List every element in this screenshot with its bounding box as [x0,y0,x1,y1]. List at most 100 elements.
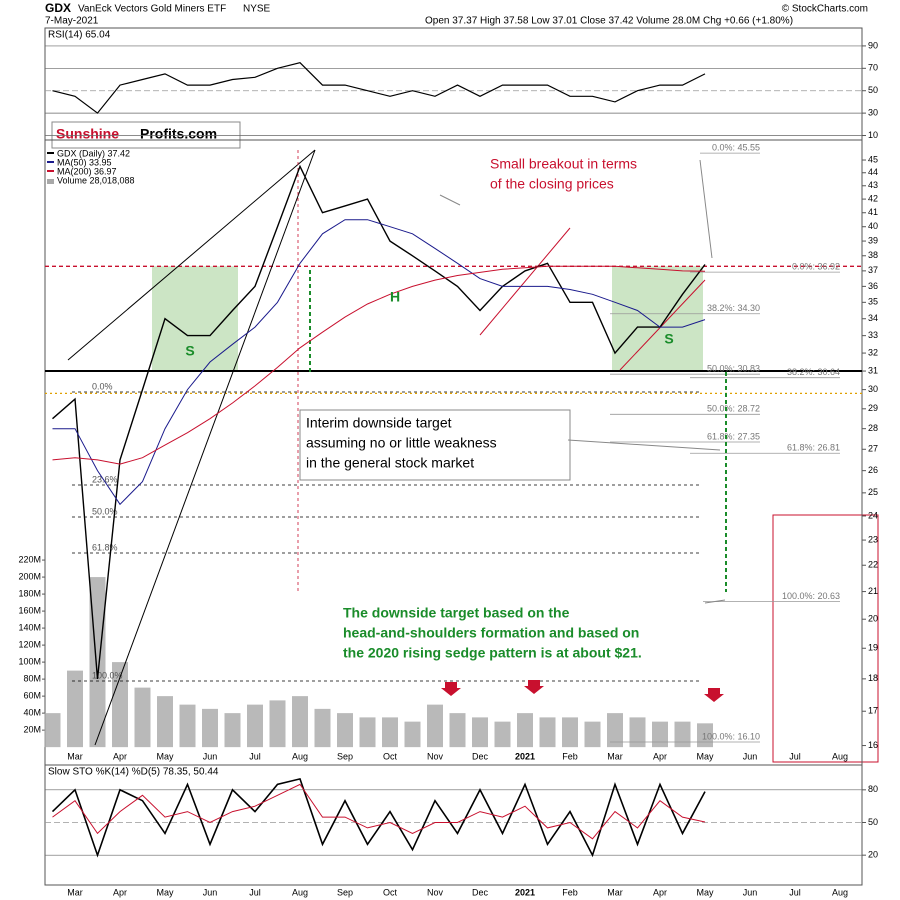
legend-entry: MA(200) 36.97 [57,166,117,176]
price-line [52,164,706,679]
panel-title: RSI(14) 65.04 [48,30,111,41]
left-fib-label: 23.6% [92,474,118,484]
volume-tick-label: 140M [18,622,41,632]
x-tick-label: Jun [743,887,758,897]
legend-swatch [47,179,54,184]
security-name: VanEck Vectors Gold Miners ETF [78,4,226,15]
y-tick-label: 19 [868,643,878,653]
volume-bar [179,704,196,748]
volume-tick-label: 160M [18,605,41,615]
note-text: the 2020 rising sedge pattern is at abou… [343,645,642,661]
stoch-line [51,777,706,858]
x-tick-label: May [696,751,714,761]
note-text: The downside target based on the [343,605,570,621]
x-tick-label: May [156,887,174,897]
fib-label: 50.0%: 30.83 [707,364,760,374]
pattern-label: S [664,331,673,347]
y-tick-label: 34 [868,313,878,323]
volume-bar [247,704,263,748]
volume-bar [202,708,218,748]
logo-second: Profits.com [140,126,217,142]
x-tick-label: Aug [292,887,308,897]
volume-bar [607,713,623,748]
y-tick-label: 16 [868,740,878,750]
y-tick-label: 40 [868,221,878,231]
legend-swatch [47,170,54,172]
volume-bar [472,717,488,748]
y-tick-label: 23 [868,534,878,544]
price-line [52,265,706,465]
x-tick-label: Jul [249,751,261,761]
x-tick-label: Jun [203,887,218,897]
fib-label: 38.2%: 30.64 [787,367,840,377]
x-tick-label: Dec [472,751,489,761]
x-tick-label: 2021 [515,887,535,897]
y-tick-label: 10 [868,130,878,140]
volume-bar [67,670,83,748]
legend-entry: MA(50) 33.95 [57,157,112,167]
callout [439,194,461,206]
x-tick-label: Nov [427,751,444,761]
source: © StockCharts.com [782,4,868,15]
x-tick-label: Aug [292,751,308,761]
future-box [772,514,879,763]
x-tick-label: Apr [113,887,127,897]
logo-box [51,121,241,149]
x-tick-label: May [696,887,714,897]
volume-bar [449,713,466,748]
y-tick-label: 30 [868,107,878,117]
callout [699,159,713,259]
y-tick-label: 37 [868,265,878,275]
fib-label: 38.2%: 34.30 [707,303,760,313]
y-tick-label: 35 [868,297,878,307]
symbol: GDX [45,1,71,15]
volume-bar [539,717,556,748]
y-tick-label: 24 [868,510,878,520]
fib-label: 0.0%: 45.55 [712,143,760,153]
left-fib-label: 0.0% [92,381,113,391]
y-tick-label: 39 [868,235,878,245]
y-tick-label: 30 [868,384,878,394]
x-tick-label: Jul [789,887,801,897]
volume-tick-label: 100M [18,656,41,666]
left-fib-label: 50.0% [92,506,118,516]
fib-label: 0.0%: 36.92 [792,261,840,271]
panel-frame [44,764,863,886]
x-tick-label: Dec [472,887,489,897]
volume-bar [112,662,128,748]
x-tick-label: May [156,751,174,761]
x-tick-label: Oct [383,887,398,897]
logo-first: Sunshine [56,126,119,142]
volume-bar [427,704,443,748]
note-text: Small breakout in terms [490,156,637,172]
x-tick-label: Mar [67,887,83,897]
x-tick-label: Apr [113,751,127,761]
x-tick-label: Mar [607,751,623,761]
volume-bar [674,721,691,748]
x-tick-label: Jul [249,887,261,897]
y-tick-label: 21 [868,586,878,596]
pattern-box [152,266,238,372]
x-tick-label: Apr [653,887,667,897]
y-tick-label: 41 [868,207,878,217]
x-tick-label: Oct [383,751,398,761]
y-tick-label: 33 [868,330,878,340]
x-tick-label: Apr [653,751,667,761]
y-tick-label: 43 [868,180,878,190]
y-tick-label: 29 [868,403,878,413]
volume-bar [44,713,61,748]
volume-tick-label: 60M [23,690,41,700]
y-tick-label: 26 [868,465,878,475]
y-tick-label: 22 [868,560,878,570]
callout [704,599,726,604]
volume-bar [629,717,646,748]
volume-bar [382,717,398,748]
trend-line [479,227,571,336]
quote: Open 37.37 High 37.58 Low 37.01 Close 37… [425,16,793,27]
volume-tick-label: 40M [23,708,41,718]
legend-entry: GDX (Daily) 37.42 [57,148,130,158]
pattern-label: H [390,289,400,305]
volume-bar [269,700,286,748]
y-tick-label: 50 [868,85,878,95]
